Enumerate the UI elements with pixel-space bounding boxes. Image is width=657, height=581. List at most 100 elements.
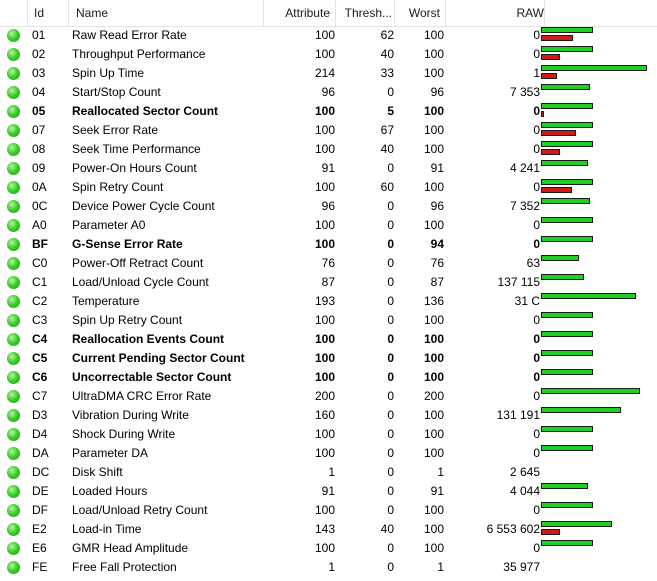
header-attribute[interactable]: Attribute [285,6,330,20]
attribute-value: 160 [314,408,335,422]
attribute-id: BF [32,237,48,251]
table-row[interactable]: E2 Load-in Time 143 40 100 6 553 602 [0,520,657,539]
attribute-id: E6 [32,541,47,555]
table-row[interactable]: C3 Spin Up Retry Count 100 0 100 0 [0,311,657,330]
table-row[interactable]: DC Disk Shift 1 0 1 2 645 [0,463,657,482]
attribute-name: GMR Head Amplitude [72,541,189,555]
header-name[interactable]: Name [76,6,109,20]
table-row[interactable]: FE Free Fall Protection 1 0 1 35 977 [0,558,657,577]
attribute-threshold: 0 [387,446,394,460]
attribute-name: Vibration During Write [72,408,189,422]
header-status[interactable] [0,0,28,26]
attribute-threshold: 0 [387,332,394,346]
table-row[interactable]: 09 Power-On Hours Count 91 0 91 4 241 [0,159,657,178]
threshold-bar [541,529,560,535]
table-row[interactable]: 0C Device Power Cycle Count 96 0 96 7 352 [0,197,657,216]
table-row[interactable]: 0A Spin Retry Count 100 60 100 0 [0,178,657,197]
attribute-raw: 0 [533,237,540,251]
attribute-worst: 100 [423,313,444,327]
table-row[interactable]: C2 Temperature 193 0 136 31 C [0,292,657,311]
table-row[interactable]: C7 UltraDMA CRC Error Rate 200 0 200 0 [0,387,657,406]
table-row[interactable]: A0 Parameter A0 100 0 100 0 [0,216,657,235]
attribute-worst: 100 [423,142,444,156]
table-row[interactable]: C5 Current Pending Sector Count 100 0 100 0 [0,349,657,368]
table-row[interactable]: 08 Seek Time Performance 100 40 100 0 [0,140,657,159]
column-divider[interactable] [27,0,28,26]
table-row[interactable]: C1 Load/Unload Cycle Count 87 0 87 137 115 [0,273,657,292]
attribute-id: C3 [32,313,48,327]
value-bar-good [541,46,593,52]
table-row[interactable]: 02 Throughput Performance 100 40 100 0 [0,45,657,64]
header-threshold[interactable]: Thresh... [344,6,392,20]
table-row[interactable]: BF G-Sense Error Rate 100 0 94 0 [0,235,657,254]
attribute-worst: 100 [423,408,444,422]
attribute-value: 100 [314,370,335,384]
attribute-name: Disk Shift [72,465,123,479]
attribute-id: C1 [32,275,48,289]
table-row[interactable]: DE Loaded Hours 91 0 91 4 044 [0,482,657,501]
attribute-id: DE [32,484,49,498]
attribute-worst: 1 [437,560,444,574]
header-id[interactable]: Id [34,6,45,20]
table-row[interactable]: 01 Raw Read Error Rate 100 62 100 0 [0,26,657,45]
table-row[interactable]: DA Parameter DA 100 0 100 0 [0,444,657,463]
table-row[interactable]: C0 Power-Off Retract Count 76 0 76 63 [0,254,657,273]
table-row[interactable]: E6 GMR Head Amplitude 100 0 100 0 [0,539,657,558]
column-divider[interactable] [263,0,264,26]
table-row[interactable]: C6 Uncorrectable Sector Count 100 0 100 0 [0,368,657,387]
attribute-worst: 100 [423,47,444,61]
attribute-raw: 137 115 [497,275,541,289]
table-row[interactable]: 04 Start/Stop Count 96 0 96 7 353 [0,83,657,102]
table-row[interactable]: 05 Reallocated Sector Count 100 5 100 0 [0,102,657,121]
attribute-threshold: 0 [387,465,394,479]
attribute-threshold: 0 [387,427,394,441]
attribute-threshold: 0 [387,541,394,555]
column-divider[interactable] [445,0,446,26]
table-row[interactable]: 07 Seek Error Rate 100 67 100 0 [0,121,657,140]
table-row[interactable]: C4 Reallocation Events Count 100 0 100 0 [0,330,657,349]
attribute-worst: 100 [423,28,444,42]
attribute-value: 100 [314,427,335,441]
header-raw[interactable]: RAW [516,6,544,20]
attribute-raw: 0 [533,332,540,346]
attribute-threshold: 0 [387,503,394,517]
table-row[interactable]: 03 Spin Up Time 214 33 100 1 [0,64,657,83]
threshold-bar [541,73,557,79]
table-row[interactable]: DF Load/Unload Retry Count 100 0 100 0 [0,501,657,520]
value-bar-good [541,369,593,375]
status-ok-icon [7,333,20,346]
attribute-id: E2 [32,522,47,536]
value-bar-good [541,521,612,527]
attribute-value: 100 [314,503,335,517]
column-divider[interactable] [544,0,545,26]
attribute-worst: 100 [423,180,444,194]
column-divider[interactable] [335,0,336,26]
attribute-value: 193 [314,294,335,308]
attribute-raw: 31 C [514,294,540,308]
value-bar-good [541,122,593,128]
attribute-name: Load/Unload Cycle Count [72,275,209,289]
attribute-threshold: 0 [387,218,394,232]
attribute-threshold: 0 [387,294,394,308]
attribute-worst: 1 [437,465,444,479]
status-ok-icon [7,561,20,574]
attribute-raw: 0 [533,218,540,232]
attribute-worst: 100 [423,332,444,346]
attribute-threshold: 0 [387,256,394,270]
table-header: Id Name Attribute Thresh... Worst RAW [0,0,657,27]
attribute-threshold: 40 [380,142,394,156]
column-divider[interactable] [394,0,395,26]
column-divider[interactable] [68,0,69,26]
header-worst[interactable]: Worst [408,6,440,20]
attribute-name: Seek Error Rate [72,123,159,137]
value-bar-good [541,293,636,299]
attribute-name: Loaded Hours [72,484,148,498]
table-row[interactable]: D3 Vibration During Write 160 0 100 131 191 [0,406,657,425]
attribute-worst: 87 [430,275,444,289]
table-row[interactable]: D4 Shock During Write 100 0 100 0 [0,425,657,444]
attribute-worst: 100 [423,66,444,80]
value-bar-good [541,540,593,546]
status-ok-icon [7,314,20,327]
attribute-name: Current Pending Sector Count [72,351,245,365]
attribute-id: C5 [32,351,48,365]
